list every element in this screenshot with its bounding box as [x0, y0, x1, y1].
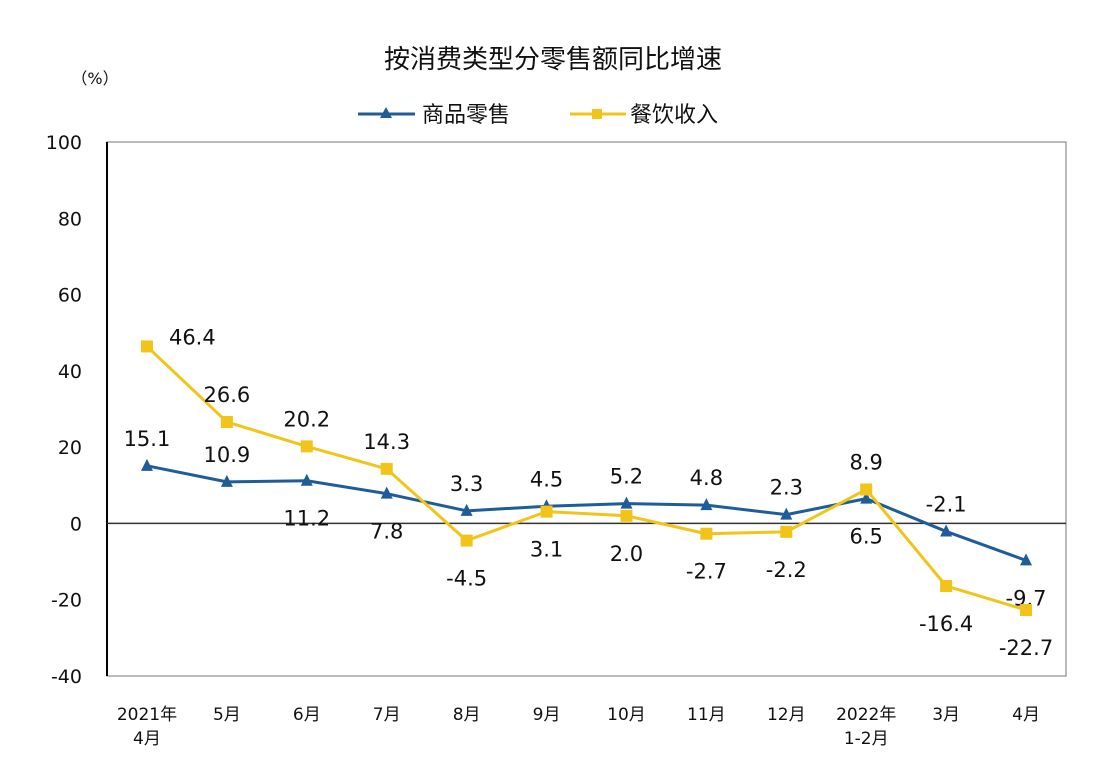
x-tick-label: 12月 [767, 705, 806, 725]
chart-title: 按消费类型分零售额同比增速 [384, 45, 722, 75]
x-tick-label: 8月 [453, 705, 481, 725]
data-label: 3.1 [530, 538, 563, 562]
data-point-triangle [220, 474, 233, 487]
data-point-square [780, 525, 793, 538]
x-tick-label: 3月 [932, 705, 960, 725]
x-tick-label: 11月 [687, 705, 726, 725]
data-point-square [620, 509, 633, 522]
legend-square-marker-icon [592, 109, 602, 119]
y-tick-label: -40 [51, 666, 82, 688]
y-axis-unit-label: （%） [71, 69, 118, 88]
series-line-catering [145, 345, 1027, 612]
data-point-triangle [140, 458, 153, 471]
data-point-square [540, 505, 553, 518]
data-label: 3.3 [450, 472, 483, 496]
legend-item-retail: 商品零售 [358, 103, 510, 128]
data-label: 14.3 [363, 430, 410, 454]
data-point-square [940, 579, 953, 592]
data-point-square [1020, 604, 1033, 617]
data-label: 46.4 [169, 325, 216, 349]
data-label: 6.5 [850, 525, 883, 549]
plot-frame [106, 141, 1067, 677]
data-label: 7.8 [370, 520, 403, 544]
data-label: -2.7 [686, 560, 727, 584]
legend-triangle-marker-icon [380, 107, 392, 118]
data-label: 10.9 [203, 443, 250, 467]
data-label: 2.3 [770, 476, 803, 500]
y-tick-label: -20 [51, 590, 82, 612]
y-tick-label: 0 [70, 513, 82, 535]
data-label: -2.1 [926, 492, 967, 516]
x-tick-label: 7月 [373, 705, 401, 725]
data-label: 15.1 [124, 427, 171, 451]
data-label: 5.2 [610, 465, 643, 489]
data-point-square [860, 483, 873, 496]
data-point-square [300, 440, 313, 453]
data-label: 11.2 [283, 507, 330, 531]
x-tick-label: 2022年 1-2月 [836, 705, 896, 749]
data-point-square [460, 534, 473, 547]
x-tick-label: 5月 [213, 705, 241, 725]
data-point-square [700, 527, 713, 540]
data-label: -16.4 [919, 612, 973, 636]
data-point-triangle [300, 473, 313, 486]
data-point-triangle [700, 498, 713, 511]
data-label: 20.2 [283, 407, 330, 431]
x-tick-label: 4月 [1012, 705, 1040, 725]
data-label: -22.7 [999, 636, 1053, 660]
data-point-square [380, 462, 393, 475]
data-point-triangle [780, 507, 793, 520]
y-tick-label: 40 [58, 361, 82, 383]
data-label: -4.5 [446, 567, 487, 591]
y-tick-label: 20 [58, 437, 82, 459]
x-tick-label: 10月 [607, 705, 646, 725]
data-label: 8.9 [850, 450, 883, 474]
y-tick-label: 100 [46, 132, 82, 154]
data-label: -2.2 [766, 558, 807, 582]
legend-label-catering: 餐饮收入 [630, 103, 718, 128]
data-point-triangle [380, 486, 393, 499]
y-tick-label: 80 [58, 208, 82, 230]
x-tick-label: 9月 [533, 705, 561, 725]
data-point-triangle [860, 491, 873, 504]
legend: 商品零售 餐饮收入 [358, 103, 718, 128]
data-label: 4.8 [690, 466, 723, 490]
data-point-triangle [1020, 553, 1033, 566]
data-point-square [220, 415, 233, 428]
x-tick-label: 2021年 4月 [117, 705, 177, 749]
data-point-triangle [620, 496, 633, 509]
data-label: 4.5 [530, 467, 563, 491]
data-point-triangle [940, 524, 953, 537]
data-point-triangle [460, 503, 473, 516]
data-point-square [140, 340, 153, 353]
legend-item-catering: 餐饮收入 [570, 103, 718, 128]
x-tick-label: 6月 [293, 705, 321, 725]
data-label: 26.6 [203, 383, 250, 407]
legend-label-retail: 商品零售 [422, 103, 510, 128]
data-label: 2.0 [610, 542, 643, 566]
y-tick-label: 60 [58, 285, 82, 307]
